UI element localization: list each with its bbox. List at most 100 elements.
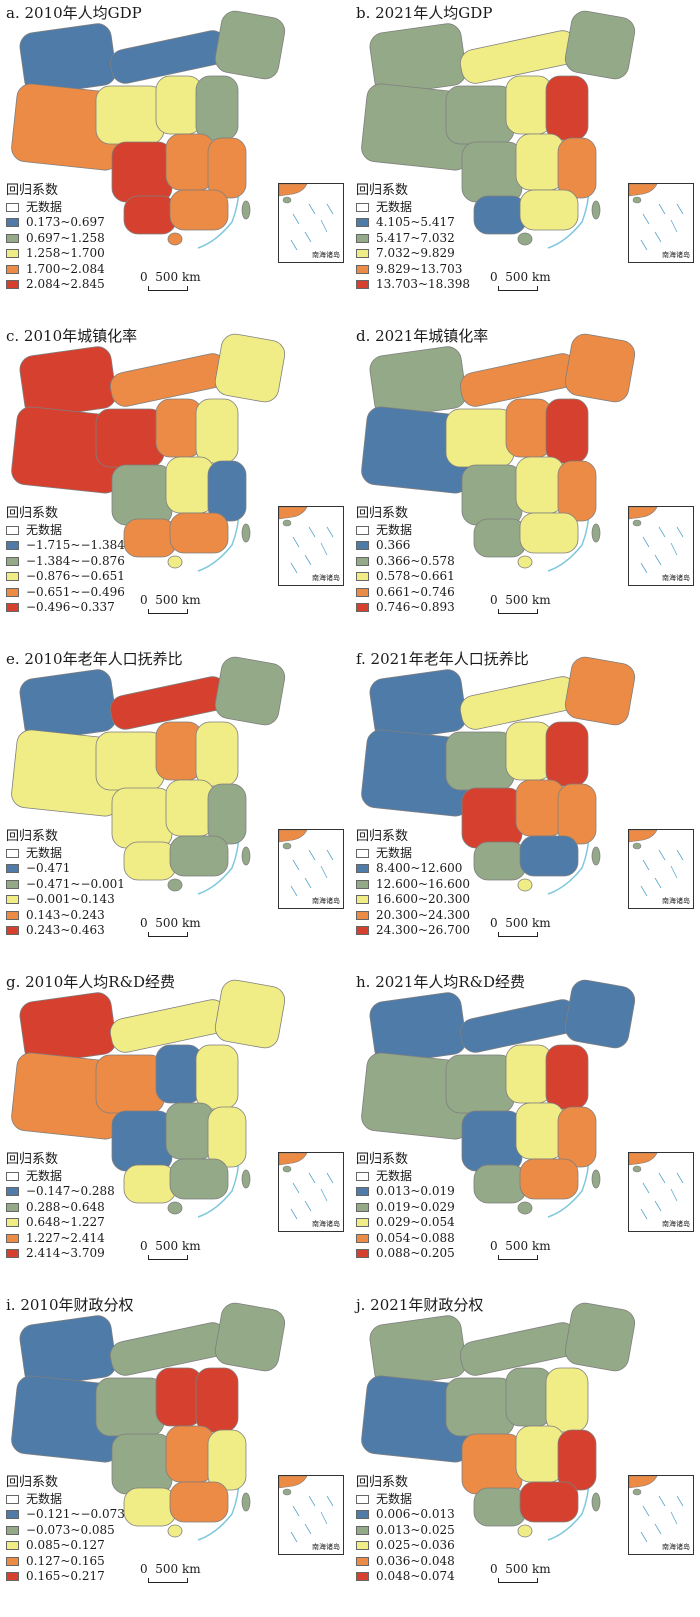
legend-item: 0.054~0.088 (356, 1231, 455, 1247)
inset-land (279, 1476, 308, 1489)
scale-bar: 0 500 km (140, 916, 201, 937)
legend-item: 9.829~13.703 (356, 262, 470, 278)
inset-boundary-dash (304, 231, 312, 243)
inset-land (629, 1476, 658, 1489)
legend-swatch (356, 1218, 369, 1228)
inset-boundary-dash (642, 1505, 650, 1517)
legend-label: 0.143~0.243 (26, 907, 105, 922)
legend-item: 0.036~0.048 (356, 1554, 455, 1570)
legend-swatch (6, 280, 19, 290)
inset-label: 南海诸岛 (662, 897, 690, 905)
legend-swatch (6, 1510, 19, 1520)
legend-label: 无数据 (26, 522, 63, 537)
scale-bar-line (498, 286, 538, 291)
scale-bar: 0 500 km (490, 593, 551, 614)
region-north-plain (545, 398, 589, 464)
region-north-plain (195, 75, 239, 141)
inset-boundary-dash (642, 213, 650, 225)
region-hainan (517, 232, 533, 246)
map-panel: g. 2010年人均R&D经费 回归系数 无数据 −0.147~0.288 0.288~… (0, 969, 350, 1292)
inset-boundary-dash (292, 213, 300, 225)
inset-label: 南海诸岛 (662, 574, 690, 582)
region-south (169, 1158, 229, 1200)
region-north-plain (545, 1044, 589, 1110)
region-central (165, 1425, 215, 1483)
legend-item-no-data: 无数据 (6, 523, 125, 539)
legend-label: 0.013~0.025 (376, 1522, 455, 1537)
legend-item: 0.006~0.013 (356, 1507, 455, 1523)
legend-swatch (356, 1525, 369, 1535)
legend-item: −0.471 (6, 861, 125, 877)
south-china-sea-inset: 南海诸岛 (278, 183, 344, 263)
panel-title: h. 2021年人均R&D经费 (356, 973, 526, 991)
legend-label: 0.366~0.578 (376, 553, 455, 568)
legend-label: 1.700~2.084 (26, 261, 105, 276)
legend: 回归系数 无数据 4.105~5.417 5.417~7.032 7.032~9.829… (356, 183, 470, 293)
region-central (515, 1425, 565, 1483)
region-sichuan (461, 787, 523, 849)
scale-label: 0 500 km (140, 270, 201, 284)
legend-label: 0.288~0.648 (26, 1199, 105, 1214)
legend-label: 0.578~0.661 (376, 569, 455, 583)
region-south (519, 1481, 579, 1523)
region-sichuan (111, 1110, 173, 1172)
scale-bar-line (148, 286, 188, 291)
region-northeast (564, 333, 636, 403)
region-east (207, 783, 247, 845)
legend-label: 无数据 (376, 1168, 413, 1183)
region-northeast (564, 656, 636, 726)
region-southwest (123, 195, 177, 235)
legend-label: 0.048~0.074 (376, 1569, 455, 1583)
legend-label: −0.001~0.143 (26, 892, 115, 906)
legend-swatch (6, 864, 19, 874)
inset-boundary-dash (640, 1208, 648, 1220)
inset-label: 南海诸岛 (312, 1220, 340, 1228)
legend-label: 24.300~26.700 (376, 923, 471, 937)
region-hainan (167, 1524, 183, 1538)
legend-label: 0.006~0.013 (376, 1507, 455, 1521)
legend-item: 1.227~2.414 (6, 1231, 115, 1247)
inset-map (629, 830, 684, 897)
legend-label: −0.651~−0.496 (26, 584, 125, 599)
legend-item-no-data: 无数据 (6, 846, 125, 862)
inset-land (629, 1153, 658, 1166)
legend-swatch (6, 879, 19, 889)
region-loess (155, 75, 203, 135)
scale-bar: 0 500 km (140, 1562, 201, 1583)
legend-swatch (356, 603, 369, 613)
legend-label: 无数据 (376, 199, 413, 214)
legend-item-no-data: 无数据 (6, 1492, 125, 1508)
legend-item: 0.127~0.165 (6, 1554, 125, 1570)
legend-swatch (356, 1556, 369, 1566)
region-sichuan (461, 1110, 523, 1172)
region-taiwan (591, 200, 601, 220)
region-central (165, 1102, 215, 1160)
map-panel: h. 2021年人均R&D经费回归系数 无数据 0.013~0.019 0.019~0… (350, 969, 700, 1292)
inset-boundary-dash (320, 219, 328, 233)
legend-swatch (356, 879, 369, 889)
legend-label: 0.013~0.019 (376, 1184, 455, 1198)
legend-item: −0.001~0.143 (6, 892, 125, 908)
legend-label: −0.471 (26, 861, 71, 875)
region-taiwan (241, 200, 251, 220)
region-loess (505, 1044, 553, 1104)
inset-boundary-dash (326, 1172, 334, 1184)
inset-boundary-dash (676, 1172, 684, 1184)
inset-boundary-dash (290, 239, 298, 251)
legend-item: 1.258~1.700 (6, 246, 105, 262)
legend: 回归系数 无数据 0.013~0.019 0.019~0.029 0.029~0.054… (356, 1152, 455, 1262)
inset-label: 南海诸岛 (312, 574, 340, 582)
legend-item: 0.088~0.205 (356, 1246, 455, 1262)
region-southwest (473, 1164, 527, 1204)
region-hainan (167, 232, 183, 246)
legend-item: 7.032~9.829 (356, 246, 470, 262)
legend-swatch (6, 525, 19, 535)
region-northeast (214, 656, 286, 726)
legend-item: 24.300~26.700 (356, 923, 470, 939)
region-sichuan (111, 141, 173, 203)
inset-map (279, 1476, 334, 1543)
legend-swatch (356, 1233, 369, 1243)
region-taiwan (241, 1169, 251, 1189)
inset-boundary-dash (320, 865, 328, 879)
legend: 回归系数 无数据 0.173~0.697 0.697~1.258 1.258~1.700… (6, 183, 105, 293)
